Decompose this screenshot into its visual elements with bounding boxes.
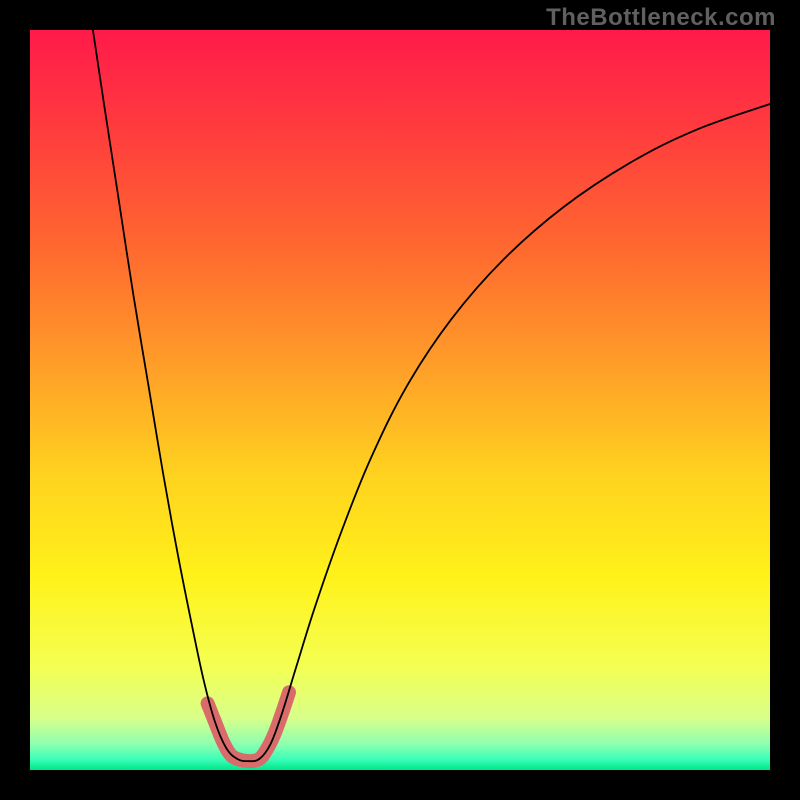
plot-area — [30, 30, 770, 770]
chart-container: TheBottleneck.com — [0, 0, 800, 800]
watermark-text: TheBottleneck.com — [546, 4, 776, 32]
plot-svg — [30, 30, 770, 770]
